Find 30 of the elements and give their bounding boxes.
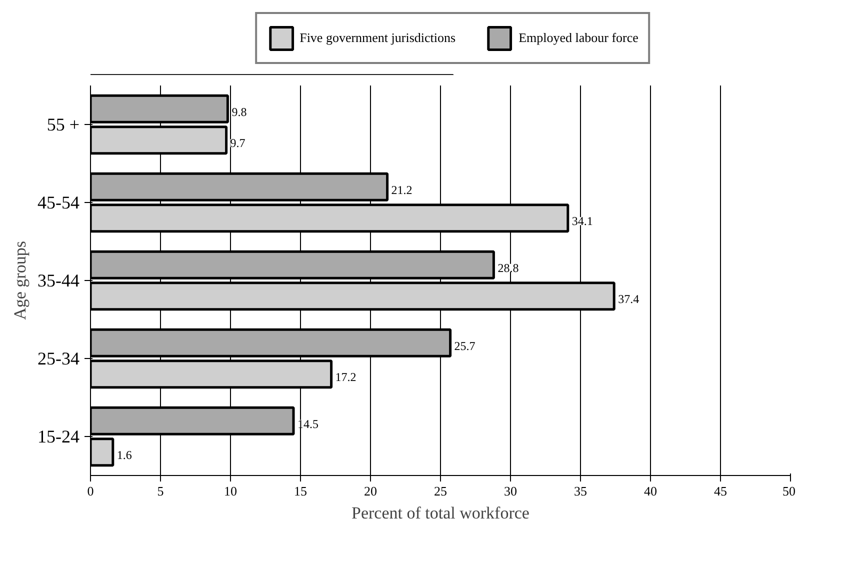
data-label: 25.7	[454, 338, 476, 353]
legend-label: Five government jurisdictions	[300, 30, 456, 46]
data-label: 14.5	[298, 416, 318, 431]
y-tick-label: 35-44	[38, 270, 80, 290]
x-tick-label: 10	[224, 484, 237, 498]
data-label: 34.1	[572, 214, 593, 228]
y-axis-title: Age groups	[10, 241, 30, 320]
data-label: 37.4	[618, 292, 640, 306]
y-tick-label: 15-24	[38, 426, 80, 446]
data-label: 28.8	[498, 260, 519, 275]
x-tick-label: 5	[157, 484, 164, 498]
x-tick-label: 20	[364, 484, 377, 498]
x-tick-label: 50	[782, 484, 796, 498]
x-tick-label: 40	[644, 484, 657, 498]
data-label: 21.2	[391, 182, 412, 197]
data-label: 9.7	[230, 136, 246, 150]
x-tick-label: 15	[294, 484, 307, 498]
y-tick-label: 55 +	[46, 114, 80, 134]
x-tick-label: 25	[434, 484, 447, 498]
data-label: 9.8	[232, 104, 247, 119]
data-label: 1.6	[116, 448, 132, 462]
y-tick-label: 45-54	[38, 192, 80, 212]
x-tick-label: 35	[574, 484, 587, 498]
y-tick-label: 25-34	[38, 348, 80, 368]
x-tick-label: 30	[504, 484, 517, 498]
x-tick-label: 45	[714, 484, 727, 498]
legend-label: Employed labour force	[518, 30, 638, 46]
data-label: 17.2	[335, 370, 356, 384]
x-axis-title: Percent of total workforce	[352, 504, 530, 522]
x-tick-label: 0	[87, 484, 94, 498]
